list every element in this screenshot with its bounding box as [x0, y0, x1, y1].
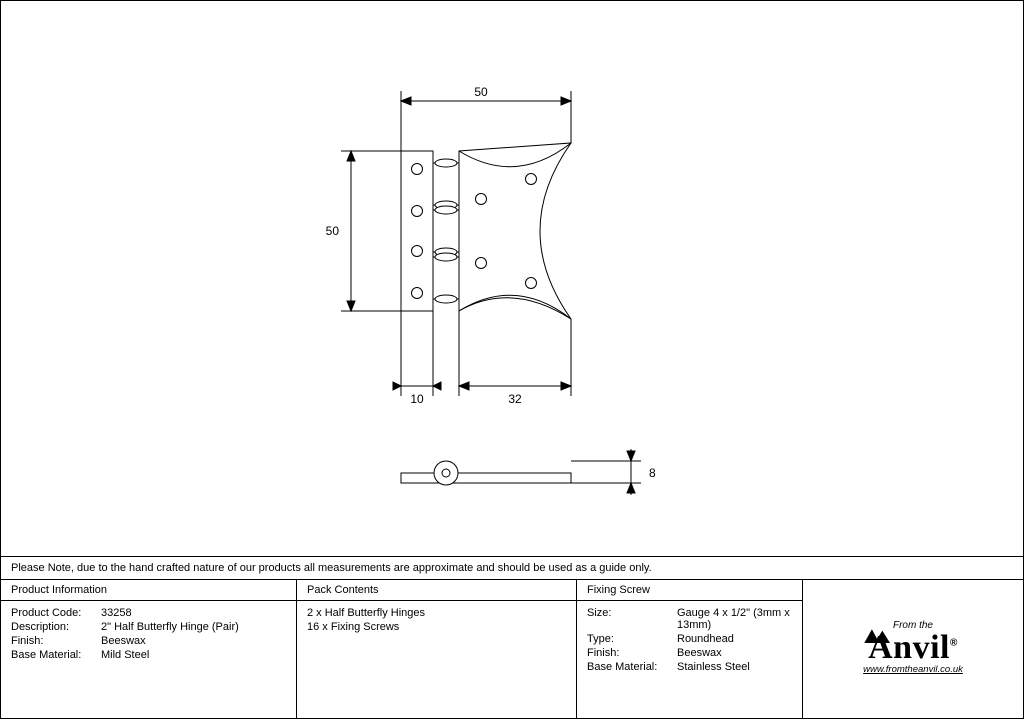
dim-leaf-width: 10: [410, 392, 424, 406]
product-info-header: Product Information: [1, 580, 296, 601]
label: Finish:: [11, 635, 101, 647]
table-row: Type: Roundhead: [587, 633, 792, 645]
hinge-svg: 50 50 10 32 8: [1, 1, 1024, 556]
registered-icon: ®: [950, 638, 958, 649]
value: Roundhead: [677, 633, 734, 645]
list-item: 16 x Fixing Screws: [307, 621, 566, 633]
note-text: Please Note, due to the hand crafted nat…: [11, 562, 652, 574]
dim-wing-width: 32: [508, 392, 522, 406]
product-info-col: Product Information Product Code: 33258 …: [1, 580, 297, 718]
value: Beeswax: [677, 647, 722, 659]
dim-thickness: 8: [649, 466, 656, 480]
label: Product Code:: [11, 607, 101, 619]
page-frame: 50 50 10 32 8 Please Note, due to the ha…: [0, 0, 1024, 719]
value: Gauge 4 x 1/2" (3mm x 13mm): [677, 607, 792, 631]
label: Description:: [11, 621, 101, 633]
technical-drawing: 50 50 10 32 8: [1, 1, 1023, 556]
label: Type:: [587, 633, 677, 645]
fixing-screw-header: Fixing Screw: [577, 580, 802, 601]
label: Base Material:: [587, 661, 677, 673]
fixing-screw-col: Fixing Screw Size: Gauge 4 x 1/2" (3mm x…: [577, 580, 803, 718]
value: Stainless Steel: [677, 661, 750, 673]
label: Finish:: [587, 647, 677, 659]
logo-url: www.fromtheanvil.co.uk: [863, 665, 963, 675]
brand-logo: From the Anvil® www.fromtheanvil.co.uk: [863, 621, 963, 675]
logo-brand-text: Anvil: [868, 629, 950, 666]
table-row: Finish: Beeswax: [587, 647, 792, 659]
logo-brand: Anvil®: [868, 631, 958, 665]
table-row: Base Material: Stainless Steel: [587, 661, 792, 673]
value: Mild Steel: [101, 649, 149, 661]
list-item: 2 x Half Butterfly Hinges: [307, 607, 566, 619]
note-bar: Please Note, due to the hand crafted nat…: [1, 556, 1023, 580]
table-row: Size: Gauge 4 x 1/2" (3mm x 13mm): [587, 607, 792, 631]
table-row: Base Material: Mild Steel: [11, 649, 286, 661]
label: Base Material:: [11, 649, 101, 661]
table-row: Finish: Beeswax: [11, 635, 286, 647]
value: 33258: [101, 607, 132, 619]
dim-height: 50: [326, 224, 340, 238]
dim-width: 50: [474, 85, 488, 99]
pack-contents-col: Pack Contents 2 x Half Butterfly Hinges …: [297, 580, 577, 718]
pack-contents-header: Pack Contents: [297, 580, 576, 601]
label: Size:: [587, 607, 677, 631]
value: Beeswax: [101, 635, 146, 647]
logo-col: From the Anvil® www.fromtheanvil.co.uk: [803, 580, 1023, 718]
table-row: Product Code: 33258: [11, 607, 286, 619]
info-table: Product Information Product Code: 33258 …: [1, 580, 1023, 718]
table-row: Description: 2" Half Butterfly Hinge (Pa…: [11, 621, 286, 633]
value: 2" Half Butterfly Hinge (Pair): [101, 621, 239, 633]
